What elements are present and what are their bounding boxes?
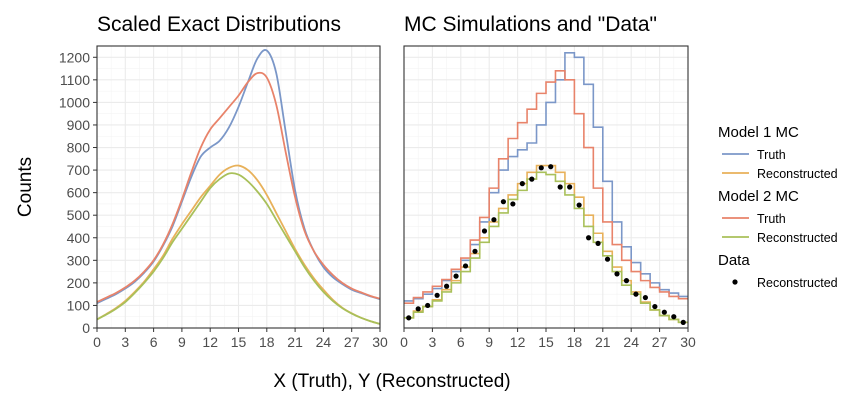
- data-point: [529, 176, 535, 182]
- y-tick-label: 0: [82, 320, 90, 336]
- data-point: [652, 303, 658, 310]
- x-tick-label: 24: [623, 334, 639, 350]
- y-tick-label: 1100: [60, 72, 90, 88]
- x-tick-label: 30: [372, 334, 388, 350]
- data-point: [444, 283, 450, 289]
- series-model-2-mc-reconstructed-step-line: [404, 171, 688, 324]
- legend-label: Truth: [757, 148, 786, 162]
- x-tick-label: 21: [595, 334, 611, 350]
- series-model-2-mc-truth-curve: [96, 71, 381, 303]
- data-point: [671, 314, 677, 320]
- x-tick-label: 3: [429, 334, 437, 350]
- data-point: [406, 315, 412, 321]
- x-tick-label: 27: [652, 334, 668, 350]
- x-tick-label: 24: [316, 334, 332, 350]
- data-point: [633, 291, 639, 297]
- y-tick-label: 500: [67, 207, 91, 223]
- data-point: [614, 271, 620, 277]
- data-point: [567, 184, 573, 190]
- y-axis-label: Counts: [15, 157, 36, 217]
- series-model-2-mc-truth-step-line: [404, 70, 688, 304]
- legend-group-title: Data: [718, 252, 750, 269]
- data-point: [661, 309, 667, 315]
- panel-title: MC Simulations and "Data": [404, 13, 657, 36]
- data-point: [586, 235, 592, 241]
- data-point: [519, 181, 525, 187]
- y-tick-label: 800: [67, 140, 91, 156]
- x-tick-label: 0: [93, 334, 101, 350]
- legend-label: Reconstructed: [757, 231, 838, 245]
- x-tick-label: 6: [150, 334, 158, 350]
- x-tick-label: 3: [121, 334, 129, 350]
- x-tick-label: 27: [344, 334, 360, 350]
- y-tick-label: 600: [67, 185, 91, 201]
- data-point: [453, 273, 459, 279]
- data-point: [510, 201, 516, 207]
- data-point: [472, 248, 478, 254]
- y-tick-label: 400: [67, 230, 91, 246]
- x-tick-label: 12: [510, 334, 526, 350]
- data-point: [425, 302, 431, 309]
- data-point: [500, 199, 506, 205]
- x-tick-label: 30: [680, 334, 696, 350]
- series-model-2-mc-reconstructed-curve: [96, 172, 381, 325]
- data-point: [462, 263, 469, 269]
- y-tick-label: 200: [67, 275, 91, 291]
- data-point: [538, 165, 544, 171]
- data-point: [434, 292, 440, 298]
- y-tick-label: 700: [67, 162, 91, 178]
- data-point: [680, 319, 686, 325]
- data-point: [557, 184, 563, 190]
- legend-group-title: Model 2 MC: [718, 188, 799, 205]
- legend-label: Truth: [757, 212, 786, 226]
- x-tick-label: 21: [287, 334, 303, 350]
- data-point: [576, 202, 582, 208]
- x-tick-label: 6: [457, 334, 465, 350]
- y-tick-label: 900: [67, 117, 91, 133]
- x-tick-label: 12: [202, 334, 218, 350]
- legend-label: Reconstructed: [757, 276, 838, 290]
- x-tick-label: 18: [567, 334, 583, 350]
- x-tick-label: 9: [485, 334, 493, 350]
- x-tick-label: 15: [538, 334, 554, 350]
- x-tick-label: 0: [400, 334, 408, 350]
- x-tick-label: 18: [259, 334, 275, 350]
- x-tick-label: 15: [231, 334, 247, 350]
- data-point: [604, 256, 611, 262]
- data-point: [415, 306, 421, 312]
- data-point: [481, 228, 488, 234]
- y-tick-label: 100: [67, 297, 91, 313]
- y-tick-label: 300: [67, 252, 91, 268]
- legend-label: Reconstructed: [757, 167, 838, 181]
- data-point: [595, 240, 601, 246]
- legend-group-title: Model 1 MC: [718, 124, 799, 141]
- y-tick-label: 1000: [59, 94, 90, 110]
- data-point: [623, 278, 630, 284]
- data-point: [548, 164, 554, 170]
- x-axis-label: X (Truth), Y (Reconstructed): [273, 371, 510, 392]
- x-tick-label: 9: [178, 334, 186, 350]
- data-point: [642, 294, 649, 301]
- legend-key-point: [732, 279, 738, 285]
- data-point: [491, 217, 497, 223]
- panel-title: Scaled Exact Distributions: [97, 13, 341, 36]
- y-tick-label: 1200: [59, 49, 90, 65]
